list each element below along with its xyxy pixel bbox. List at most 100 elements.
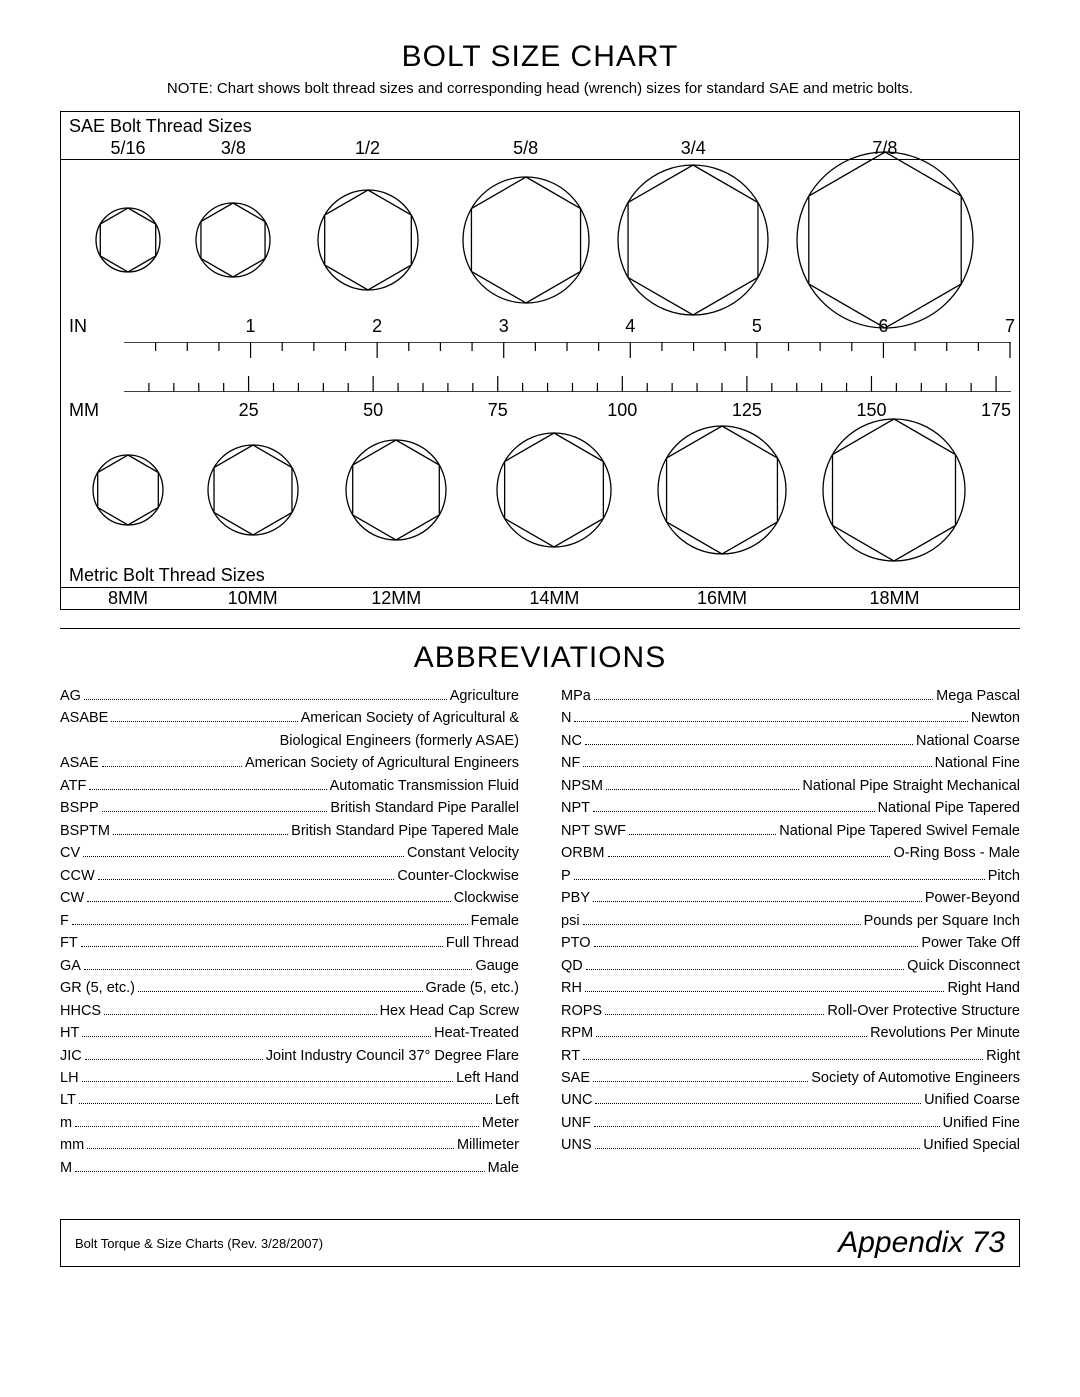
ruler-inch-label: 5	[752, 316, 762, 337]
metric-size-row: 8MM10MM12MM14MM16MM18MM	[61, 587, 1019, 609]
abbrev-dots	[595, 1103, 921, 1104]
ruler-inch-label: 6	[878, 316, 888, 337]
abbrev-entry: NPSMNational Pipe Straight Mechanical	[561, 775, 1020, 797]
abbrev-value: Roll-Over Protective Structure	[827, 1000, 1020, 1022]
abbrev-key: FT	[60, 932, 78, 954]
abbrev-entry: NCNational Coarse	[561, 730, 1020, 752]
ruler-inch-label: 3	[499, 316, 509, 337]
abbrev-columns: AGAgricultureASABEAmerican Society of Ag…	[60, 685, 1020, 1179]
abbrev-dots	[595, 1148, 921, 1149]
abbrev-entry: UNFUnified Fine	[561, 1112, 1020, 1134]
abbrev-dots	[585, 744, 913, 745]
abbrev-entry: GAGauge	[60, 955, 519, 977]
abbrev-dots	[72, 924, 468, 925]
abbrev-value: Left Hand	[456, 1067, 519, 1089]
abbrev-value: Society of Automotive Engineers	[811, 1067, 1020, 1089]
abbrev-key: GR (5, etc.)	[60, 977, 135, 999]
abbrev-key: LT	[60, 1089, 76, 1111]
ruler: IN 1234567 MM 255075100125150175	[69, 320, 1011, 415]
abbrev-dots	[82, 1036, 431, 1037]
abbrev-key: m	[60, 1112, 72, 1134]
footer-revision: Bolt Torque & Size Charts (Rev. 3/28/200…	[75, 1236, 323, 1251]
abbrev-entry: GR (5, etc.) Grade (5, etc.)	[60, 977, 519, 999]
abbrev-dots	[84, 699, 447, 700]
abbrev-key: ASABE	[60, 707, 108, 729]
abbrev-dots	[574, 721, 967, 722]
abbrev-value: Power Take Off	[921, 932, 1020, 954]
abbrev-value: American Society of Agricultural Enginee…	[245, 752, 519, 774]
abbrev-entry: SAE Society of Automotive Engineers	[561, 1067, 1020, 1089]
abbrev-value: Right	[986, 1045, 1020, 1067]
abbrev-key: HHCS	[60, 1000, 101, 1022]
abbrev-entry: NNewton	[561, 707, 1020, 729]
abbrev-dots	[81, 946, 443, 947]
abbrev-value: Automatic Transmission Fluid	[330, 775, 519, 797]
abbrev-dots	[102, 811, 328, 812]
abbrev-value: Grade (5, etc.)	[426, 977, 519, 999]
abbrev-value: Right Hand	[947, 977, 1020, 999]
abbrev-entry: NPT National Pipe Tapered	[561, 797, 1020, 819]
abbrev-dots	[608, 856, 891, 857]
abbrev-value: Agriculture	[450, 685, 519, 707]
ruler-inch-label: 7	[1005, 316, 1015, 337]
bolt-size-label: 3/4	[681, 138, 706, 159]
ruler-inch-label: 4	[625, 316, 635, 337]
abbrev-key: RH	[561, 977, 582, 999]
abbrev-dots	[574, 879, 985, 880]
abbrev-dots	[596, 1036, 867, 1037]
abbrev-dots	[583, 924, 861, 925]
abbrev-dots	[583, 766, 931, 767]
abbrev-value: British Standard Pipe Parallel	[330, 797, 519, 819]
abbrev-entry: UNSUnified Special	[561, 1134, 1020, 1156]
ruler-inch-label: 2	[372, 316, 382, 337]
bolt-size-label: 14MM	[529, 588, 579, 609]
abbrev-entry: UNCUnified Coarse	[561, 1089, 1020, 1111]
abbrev-key: SAE	[561, 1067, 590, 1089]
bolt-hex	[616, 163, 770, 317]
abbrev-dots	[84, 969, 473, 970]
bolt-hex	[316, 188, 420, 292]
abbrev-key: NF	[561, 752, 580, 774]
abbrev-value: Full Thread	[446, 932, 519, 954]
abbrev-value: Mega Pascal	[936, 685, 1020, 707]
abbrev-entry: MPaMega Pascal	[561, 685, 1020, 707]
abbrev-entry: QDQuick Disconnect	[561, 955, 1020, 977]
abbrev-value: Clockwise	[454, 887, 519, 909]
abbrev-entry: PPitch	[561, 865, 1020, 887]
bolt-hex	[194, 201, 272, 279]
abbrev-entry: CVConstant Velocity	[60, 842, 519, 864]
abbrev-entry: JICJoint Industry Council 37° Degree Fla…	[60, 1045, 519, 1067]
abbrev-key: NPT	[561, 797, 590, 819]
abbrev-key: GA	[60, 955, 81, 977]
abbrev-dots	[82, 1081, 454, 1082]
abbrev-dots	[586, 969, 904, 970]
abbrev-dots	[138, 991, 423, 992]
abbrev-value: National Pipe Tapered	[878, 797, 1020, 819]
abbrev-value: Quick Disconnect	[907, 955, 1020, 977]
bolt-hex	[91, 453, 165, 527]
abbrev-key: ORBM	[561, 842, 605, 864]
abbrev-entry: PBYPower-Beyond	[561, 887, 1020, 909]
abbrev-key: UNF	[561, 1112, 591, 1134]
abbrev-key: BSPP	[60, 797, 99, 819]
abbrev-dots	[605, 1014, 824, 1015]
abbrev-value: Constant Velocity	[407, 842, 519, 864]
abbrev-key: N	[561, 707, 571, 729]
abbrev-value: Pitch	[988, 865, 1020, 887]
abbrev-value: Meter	[482, 1112, 519, 1134]
abbrev-dots	[83, 856, 404, 857]
abbrev-dots	[111, 721, 297, 722]
abbrev-value: Biological Engineers (formerly ASAE)	[280, 730, 519, 752]
abbrev-key: NPSM	[561, 775, 603, 797]
abbrev-key: F	[60, 910, 69, 932]
abbrev-dots	[87, 1148, 454, 1149]
abbrev-entry: ASABEAmerican Society of Agricultural &	[60, 707, 519, 729]
abbrev-dots	[75, 1171, 484, 1172]
page-title: BOLT SIZE CHART	[60, 40, 1020, 74]
abbrev-key: ASAE	[60, 752, 99, 774]
abbrev-entry: CWClockwise	[60, 887, 519, 909]
abbrev-value: Millimeter	[457, 1134, 519, 1156]
bolt-size-label: 18MM	[869, 588, 919, 609]
abbrev-dots	[113, 834, 288, 835]
sae-hex-area	[61, 160, 1019, 320]
